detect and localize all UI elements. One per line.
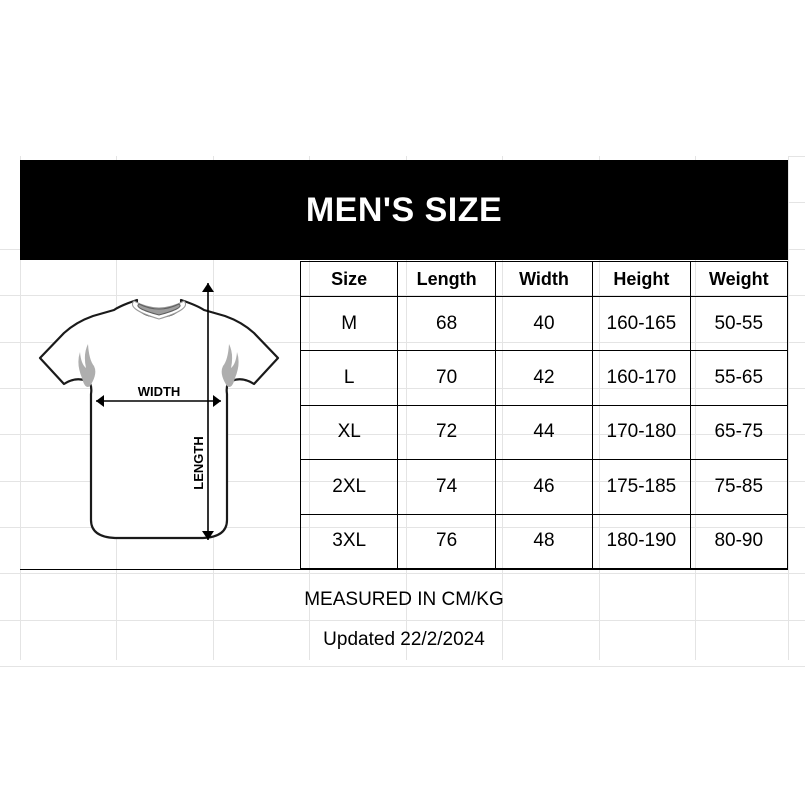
svg-text:WIDTH: WIDTH bbox=[138, 384, 181, 399]
svg-text:LENGTH: LENGTH bbox=[191, 436, 206, 489]
